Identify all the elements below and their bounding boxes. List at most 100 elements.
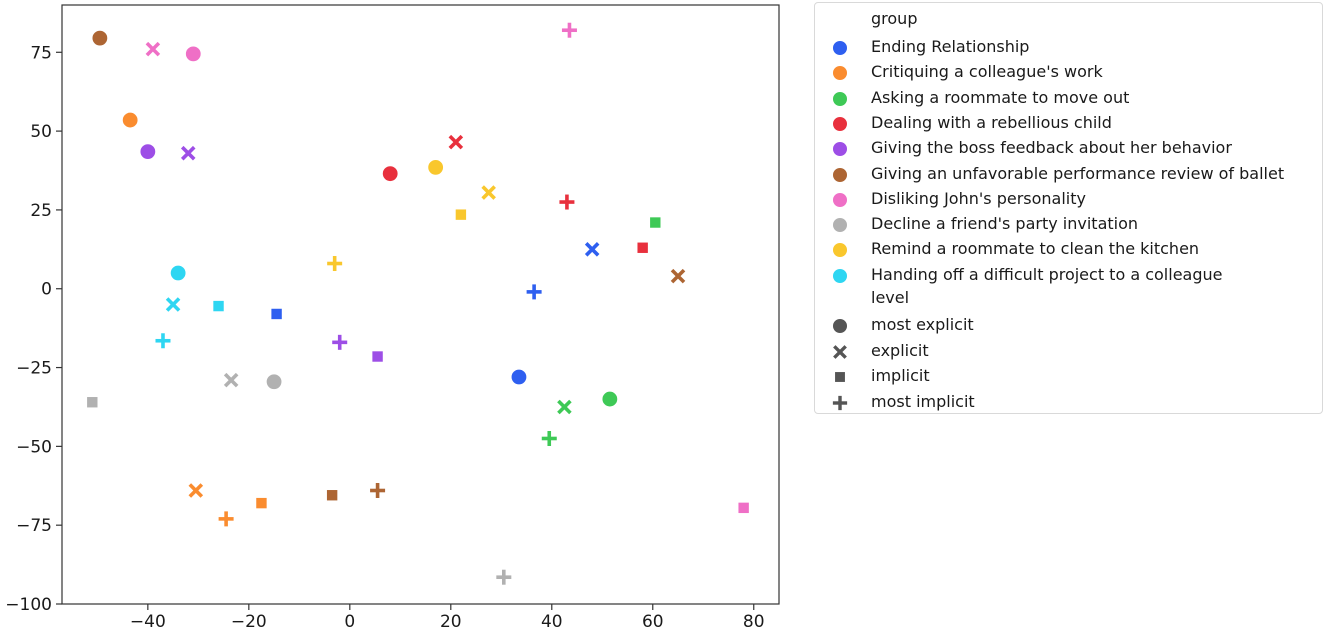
x-tick-label: 60 bbox=[642, 612, 664, 629]
legend-marker-shape bbox=[832, 267, 848, 284]
y-tick-label: −25 bbox=[16, 359, 52, 379]
legend-item-level: most implicit bbox=[815, 389, 1320, 414]
legend-label: most implicit bbox=[871, 391, 975, 411]
legend-marker bbox=[832, 40, 848, 56]
legend-marker bbox=[832, 65, 848, 82]
legend-marker bbox=[832, 242, 848, 259]
legend-item-group: Disliking John's personality bbox=[815, 186, 1320, 211]
legend-marker bbox=[832, 395, 848, 410]
data-point bbox=[637, 242, 648, 253]
legend-item-level: implicit bbox=[815, 363, 1320, 388]
scatter-chart: −40 −20 0 20 40 60 80 −100 −75 −50 −25 0 25 50 75 bbox=[5, 4, 780, 629]
legend-label: Dealing with a rebellious child bbox=[871, 112, 1112, 132]
x-tick-label: 40 bbox=[541, 612, 563, 629]
legend-marker bbox=[832, 116, 848, 132]
legend-item-group: Giving the boss feedback about her behav… bbox=[815, 135, 1320, 160]
legend-marker-shape bbox=[832, 191, 848, 208]
legend-label: Handing off a difficult project to a col… bbox=[871, 264, 1223, 284]
data-point bbox=[670, 268, 686, 284]
legend-item-group: Dealing with a rebellious child bbox=[815, 110, 1320, 135]
data-point bbox=[185, 45, 202, 63]
legend-label: Giving the boss feedback about her behav… bbox=[871, 138, 1232, 158]
legend-marker-shape bbox=[832, 217, 848, 233]
legend-marker bbox=[832, 90, 848, 107]
legend-label: Decline a friend's party invitation bbox=[871, 214, 1139, 234]
legend: group Ending Relationship Critiquing a co… bbox=[814, 2, 1323, 414]
legend-item-group: Critiquing a colleague's work bbox=[815, 59, 1320, 84]
legend-marker bbox=[832, 166, 848, 183]
data-point bbox=[271, 308, 282, 320]
legend-marker-shape bbox=[835, 372, 845, 382]
legend-marker bbox=[833, 344, 847, 359]
data-point bbox=[382, 165, 399, 182]
data-point bbox=[121, 111, 139, 129]
data-point bbox=[256, 497, 267, 509]
legend-label: Giving an unfavorable performance review… bbox=[871, 163, 1285, 183]
data-point bbox=[327, 256, 343, 272]
y-tick-label: 25 bbox=[30, 201, 52, 221]
legend-marker-shape bbox=[832, 40, 848, 56]
data-point bbox=[332, 334, 348, 350]
data-point bbox=[372, 351, 383, 362]
data-point bbox=[455, 209, 467, 220]
legend-marker bbox=[832, 267, 848, 284]
data-point bbox=[510, 368, 528, 386]
data-point bbox=[557, 399, 572, 415]
data-point bbox=[561, 22, 577, 38]
x-tick-label: −40 bbox=[130, 612, 166, 629]
legend-item-group: Giving an unfavorable performance review… bbox=[815, 161, 1320, 186]
data-point bbox=[223, 372, 239, 388]
data-point bbox=[481, 185, 496, 200]
legend-item-group: Asking a roommate to move out bbox=[815, 85, 1320, 110]
data-point bbox=[169, 264, 187, 282]
legend-marker-shape bbox=[832, 65, 848, 82]
data-point bbox=[496, 569, 512, 585]
data-point bbox=[91, 29, 109, 47]
legend-item-group: Ending Relationship bbox=[815, 34, 1320, 59]
data-point bbox=[738, 502, 749, 514]
legend-item-level: most explicit bbox=[815, 312, 1320, 337]
y-tick-label: −100 bbox=[5, 595, 52, 615]
legend-marker-shape bbox=[832, 90, 848, 107]
legend-level-title: level bbox=[871, 288, 910, 307]
legend-marker bbox=[832, 191, 848, 208]
data-point bbox=[213, 300, 224, 312]
legend-label: Critiquing a colleague's work bbox=[871, 62, 1103, 82]
axes-ticks: −40 −20 0 20 40 60 80 −100 −75 −50 −25 0 25 50 75 bbox=[5, 43, 764, 629]
data-point bbox=[87, 397, 98, 408]
legend-label: Disliking John's personality bbox=[871, 188, 1086, 208]
data-point bbox=[526, 284, 542, 300]
data-point bbox=[559, 194, 575, 210]
y-tick-label: −50 bbox=[16, 437, 52, 457]
legend-label: Ending Relationship bbox=[871, 37, 1030, 56]
data-point bbox=[370, 483, 386, 499]
x-tick-label: −20 bbox=[231, 612, 267, 629]
legend-marker-shape bbox=[832, 318, 848, 334]
data-point bbox=[584, 242, 600, 257]
legend-item-group: Decline a friend's party invitation bbox=[815, 211, 1320, 236]
legend-marker-shape bbox=[832, 166, 848, 183]
axes-frame bbox=[61, 4, 780, 605]
data-point bbox=[139, 143, 157, 160]
legend-marker bbox=[832, 217, 848, 233]
y-tick-label: 0 bbox=[41, 280, 52, 300]
legend-marker bbox=[832, 318, 848, 334]
x-tick-label: 80 bbox=[743, 612, 765, 629]
legend-label: most explicit bbox=[871, 315, 974, 334]
y-tick-label: 50 bbox=[30, 122, 52, 142]
legend-marker bbox=[835, 372, 845, 382]
data-point bbox=[541, 430, 557, 446]
y-tick-label: 75 bbox=[30, 43, 52, 63]
data-point bbox=[650, 217, 661, 228]
data-point bbox=[218, 511, 234, 527]
data-point bbox=[155, 333, 171, 349]
legend-marker-shape bbox=[832, 242, 848, 259]
data-point bbox=[448, 134, 464, 150]
legend-marker-shape bbox=[833, 344, 847, 359]
x-tick-label: 0 bbox=[344, 612, 355, 629]
data-points bbox=[87, 22, 749, 585]
data-point bbox=[427, 159, 444, 176]
y-tick-label: −75 bbox=[16, 516, 52, 536]
legend-item-level: explicit bbox=[815, 338, 1320, 363]
legend-label: Asking a roommate to move out bbox=[871, 87, 1130, 107]
